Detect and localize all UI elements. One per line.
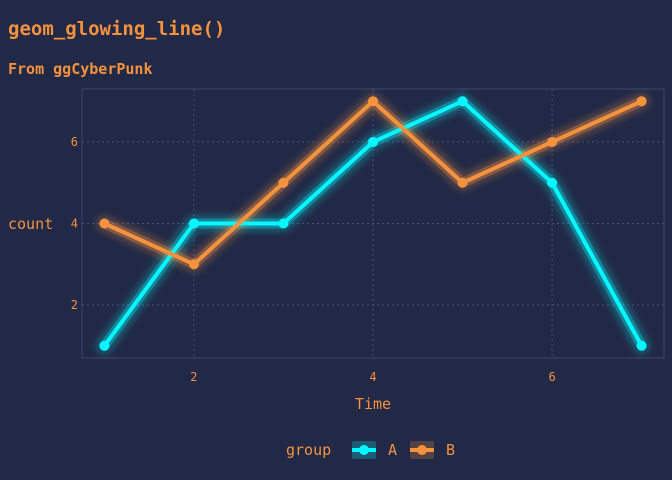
legend-label-A: A [388, 441, 397, 459]
series-A-point [547, 177, 558, 188]
series-A-point [457, 96, 468, 107]
y-tick-label: 6 [71, 135, 78, 149]
series-A-point [278, 218, 289, 229]
series-B-point [188, 259, 199, 270]
series-A-point [368, 136, 378, 147]
series-B-point [547, 136, 558, 147]
series-B-point [636, 96, 647, 107]
series-B-point [278, 177, 289, 188]
series-layer [99, 96, 647, 351]
y-axis-label: count [8, 215, 53, 233]
legend-key-A-point [359, 445, 369, 455]
y-tick-label: 2 [71, 298, 78, 312]
series-A-point [99, 340, 110, 351]
chart-subtitle: From ggCyberPunk [8, 60, 153, 78]
x-axis-label: Time [355, 395, 391, 413]
series-A-point [636, 340, 647, 351]
series-A-point [188, 218, 199, 229]
legend-label-B: B [446, 441, 455, 459]
legend-key-B-point [417, 445, 427, 455]
x-tick-label: 4 [369, 370, 376, 384]
series-B-point [368, 96, 378, 107]
chart-title: geom_glowing_line() [8, 18, 225, 40]
tick-labels: 2 4 6 2 4 6 [71, 135, 556, 384]
series-B-point [99, 218, 110, 229]
x-tick-label: 2 [190, 370, 197, 384]
legend: group A B [286, 441, 455, 459]
x-tick-label: 6 [548, 370, 555, 384]
series-B-point [457, 177, 468, 188]
legend-title: group [286, 441, 331, 459]
y-tick-label: 4 [71, 217, 78, 231]
